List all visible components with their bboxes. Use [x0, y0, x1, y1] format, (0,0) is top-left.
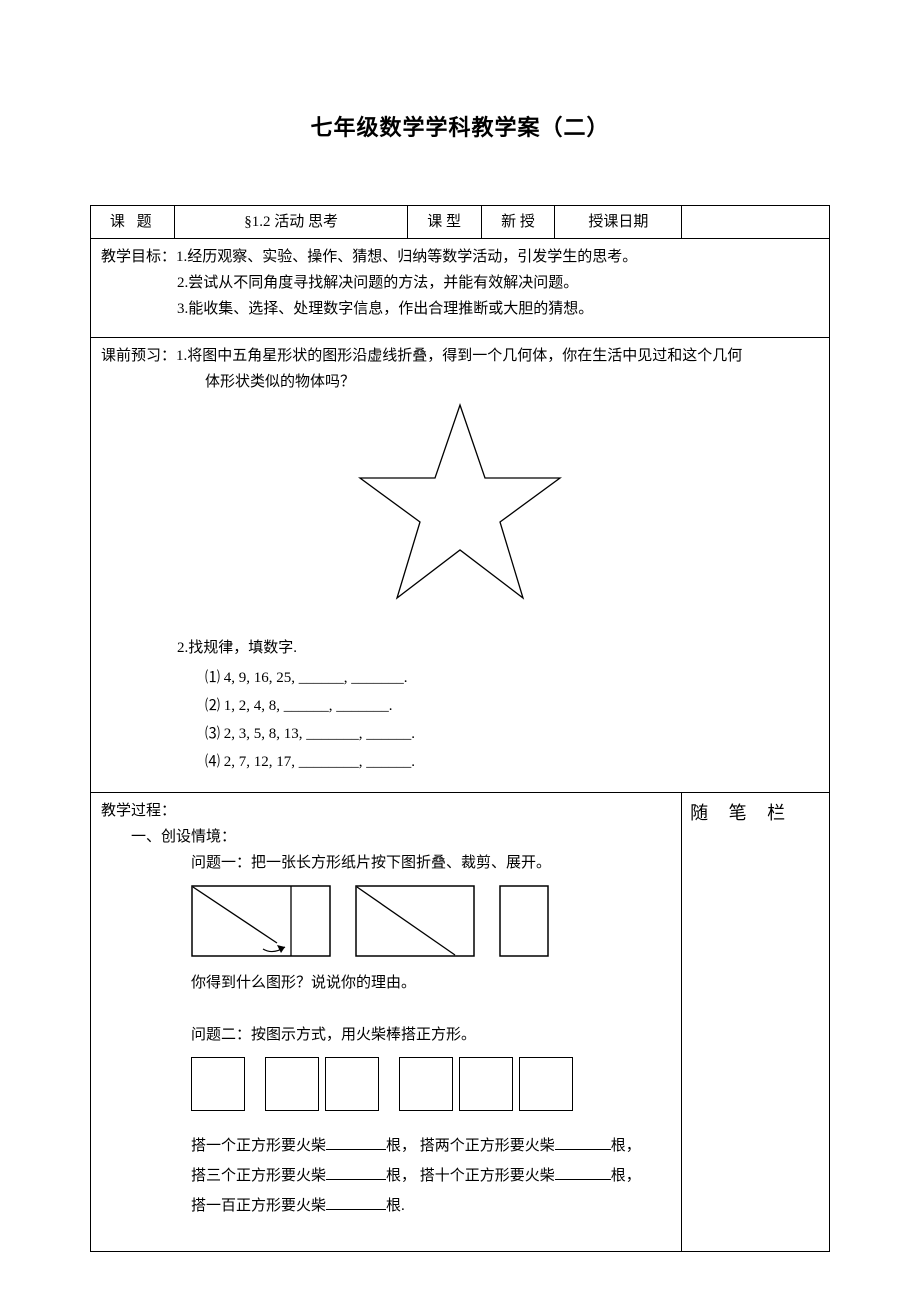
- preview-label: 课前预习：: [101, 348, 176, 364]
- matchstick-diagrams: [101, 1057, 671, 1111]
- preview-q2-label: 2.找规律，填数字.: [101, 636, 819, 660]
- date-label: 授课日期: [555, 206, 682, 239]
- preview-q1-line2: 体形状类似的物体吗？: [101, 370, 819, 394]
- fold-diagrams: [101, 885, 671, 957]
- fill-line-2: 搭三个正方形要火柴根， 搭十个正方形要火柴根，: [191, 1161, 671, 1191]
- lesson-plan-table: 课 题 §1.2 活动 思考 课 型 新 授 授课日期 教学目标：1.经历观察、…: [90, 205, 830, 1252]
- type-value: 新 授: [481, 206, 555, 239]
- goals-line-1: 教学目标：1.经历观察、实验、操作、猜想、归纳等数学活动，引发学生的思考。: [101, 245, 819, 269]
- fill-line-1: 搭一个正方形要火柴根， 搭两个正方形要火柴根，: [191, 1131, 671, 1161]
- fill-in-lines: 搭一个正方形要火柴根， 搭两个正方形要火柴根， 搭三个正方形要火柴根， 搭十个正…: [101, 1131, 671, 1221]
- type-label: 课 型: [407, 206, 481, 239]
- star-diagram: [101, 400, 819, 618]
- goals-cell: 教学目标：1.经历观察、实验、操作、猜想、归纳等数学活动，引发学生的思考。 2.…: [91, 239, 830, 338]
- topic-label: 课 题: [91, 206, 175, 239]
- goal-1: 1.经历观察、实验、操作、猜想、归纳等数学活动，引发学生的思考。: [176, 249, 637, 265]
- process-cell: 教学过程： 一、创设情境： 问题一：把一张长方形纸片按下图折叠、裁剪、展开。: [91, 793, 682, 1252]
- goal-2: 2.尝试从不同角度寻找解决问题的方法，并能有效解决问题。: [101, 271, 819, 295]
- question-2: 问题二：按图示方式，用火柴棒搭正方形。: [101, 1023, 671, 1047]
- match-group-3: [399, 1057, 573, 1111]
- match-group-1: [191, 1057, 245, 1111]
- preview-q1-line1: 课前预习：1.将图中五角星形状的图形沿虚线折叠，得到一个几何体，你在生活中见过和…: [101, 344, 819, 368]
- seq-1: ⑴ 4, 9, 16, 25, ______, _______.: [205, 666, 819, 690]
- question-1-followup: 你得到什么图形？说说你的理由。: [101, 971, 671, 995]
- seq-2: ⑵ 1, 2, 4, 8, ______, _______.: [205, 694, 819, 718]
- topic-value: §1.2 活动 思考: [175, 206, 407, 239]
- question-1: 问题一：把一张长方形纸片按下图折叠、裁剪、展开。: [101, 851, 671, 875]
- notes-column: 随 笔 栏: [682, 793, 830, 1252]
- section-1-title: 一、创设情境：: [101, 825, 671, 849]
- fold-diagram-2: [355, 885, 475, 957]
- goal-3: 3.能收集、选择、处理数字信息，作出合理推断或大胆的猜想。: [101, 297, 819, 321]
- preview-cell: 课前预习：1.将图中五角星形状的图形沿虚线折叠，得到一个几何体，你在生活中见过和…: [91, 338, 830, 793]
- fold-diagram-1: [191, 885, 331, 957]
- goals-label: 教学目标：: [101, 249, 176, 265]
- header-row: 课 题 §1.2 活动 思考 课 型 新 授 授课日期: [91, 206, 830, 239]
- match-group-2: [265, 1057, 379, 1111]
- date-value: [682, 206, 830, 239]
- sequence-block: ⑴ 4, 9, 16, 25, ______, _______. ⑵ 1, 2,…: [101, 666, 819, 774]
- process-label: 教学过程：: [101, 799, 671, 823]
- page-title: 七年级数学学科教学案（二）: [90, 110, 830, 145]
- fold-diagram-3: [499, 885, 549, 957]
- fill-line-3: 搭一百正方形要火柴根.: [191, 1191, 671, 1221]
- seq-4: ⑷ 2, 7, 12, 17, ________, ______.: [205, 750, 819, 774]
- seq-3: ⑶ 2, 3, 5, 8, 13, _______, ______.: [205, 722, 819, 746]
